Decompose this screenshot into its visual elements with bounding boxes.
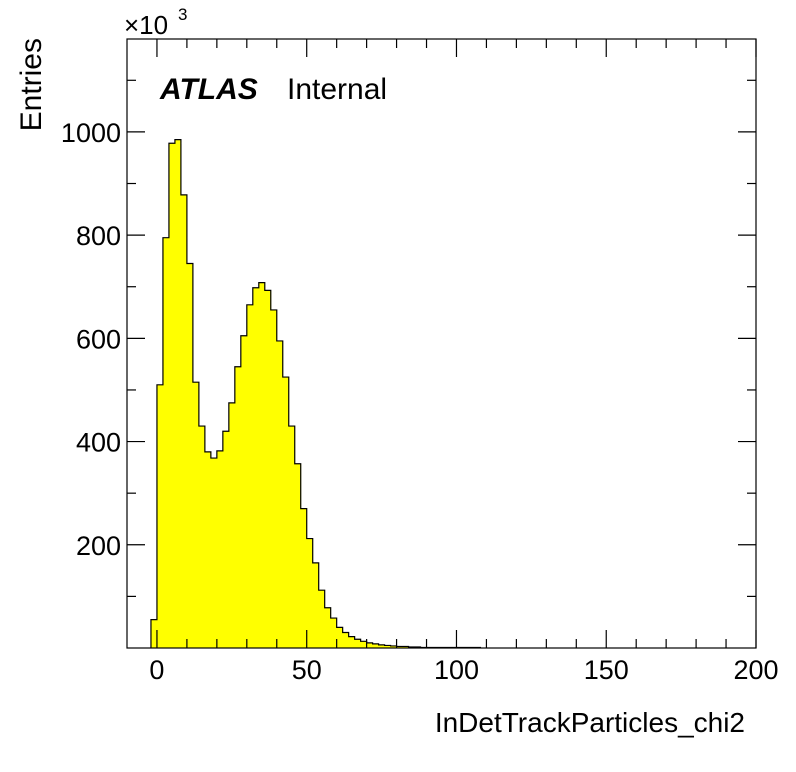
histogram-bar	[396, 646, 403, 648]
histogram-bar	[222, 431, 230, 648]
y-tick-label: 600	[76, 324, 121, 354]
histogram-bar	[270, 309, 278, 648]
histogram-bar	[288, 426, 296, 648]
histogram-bar	[360, 641, 368, 648]
x-tick-label: 50	[292, 655, 322, 685]
y-tick-label: 1000	[61, 118, 121, 148]
histogram-bar	[372, 643, 379, 648]
histogram-bar	[246, 304, 254, 648]
histogram-bar	[216, 450, 224, 648]
histogram-bar	[186, 263, 194, 648]
histogram-bar	[234, 366, 242, 648]
histogram-bar	[258, 282, 266, 648]
exponent-label: ×10	[124, 10, 168, 40]
histogram-bar	[282, 377, 290, 648]
histogram-bars	[150, 139, 481, 648]
histogram-bar	[276, 340, 284, 648]
y-axis-label: Entries	[15, 38, 48, 131]
histogram-bar	[336, 627, 344, 648]
histogram-bar	[348, 636, 356, 648]
histogram-bar	[210, 458, 218, 648]
histogram-bar	[306, 538, 314, 648]
histogram-bar	[264, 290, 272, 648]
histogram-bar	[228, 402, 236, 648]
y-tick-label: 400	[76, 428, 121, 458]
exponent-power: 3	[178, 5, 187, 24]
histogram-bar	[198, 426, 206, 648]
histogram-bar	[390, 645, 397, 648]
histogram-bar	[402, 646, 409, 648]
atlas-label: ATLAS	[159, 73, 258, 106]
x-tick-labels: 0 50 100 150 200	[149, 655, 778, 685]
x-tick-label: 150	[584, 655, 629, 685]
histogram-bar	[150, 619, 158, 648]
histogram-bar	[180, 194, 188, 648]
histogram-bar	[384, 645, 391, 648]
histogram-bar	[168, 143, 176, 648]
plot-frame	[126, 38, 757, 649]
histogram-bar	[240, 335, 248, 648]
histogram-bar	[156, 384, 164, 648]
histogram-bar	[192, 382, 200, 648]
y-tick-label: 800	[76, 221, 121, 251]
histogram-bar	[174, 139, 182, 648]
internal-label: Internal	[287, 73, 387, 106]
histogram-bar	[366, 642, 374, 648]
histogram-bar	[294, 463, 302, 648]
histogram-bar	[330, 618, 338, 648]
axis-ticks	[127, 39, 757, 648]
histogram-bar	[204, 451, 212, 648]
histogram-outline	[150, 139, 482, 649]
y-tick-label: 200	[76, 531, 121, 561]
y-tick-labels: 200 400 600 800 1000	[61, 118, 121, 561]
histogram-bar	[162, 237, 170, 648]
histogram-bar	[324, 607, 332, 648]
x-tick-label: 100	[434, 655, 479, 685]
histogram-bar	[378, 644, 385, 648]
histogram-bar	[252, 287, 260, 648]
histogram-bar	[300, 508, 308, 648]
x-tick-label: 200	[733, 655, 778, 685]
x-tick-label: 0	[149, 655, 164, 685]
histogram-bar	[342, 632, 350, 648]
histogram-bar	[312, 562, 320, 648]
histogram-bar	[318, 590, 326, 648]
histogram-bar	[354, 639, 362, 648]
x-axis-label: InDetTrackParticles_chi2	[435, 707, 745, 738]
